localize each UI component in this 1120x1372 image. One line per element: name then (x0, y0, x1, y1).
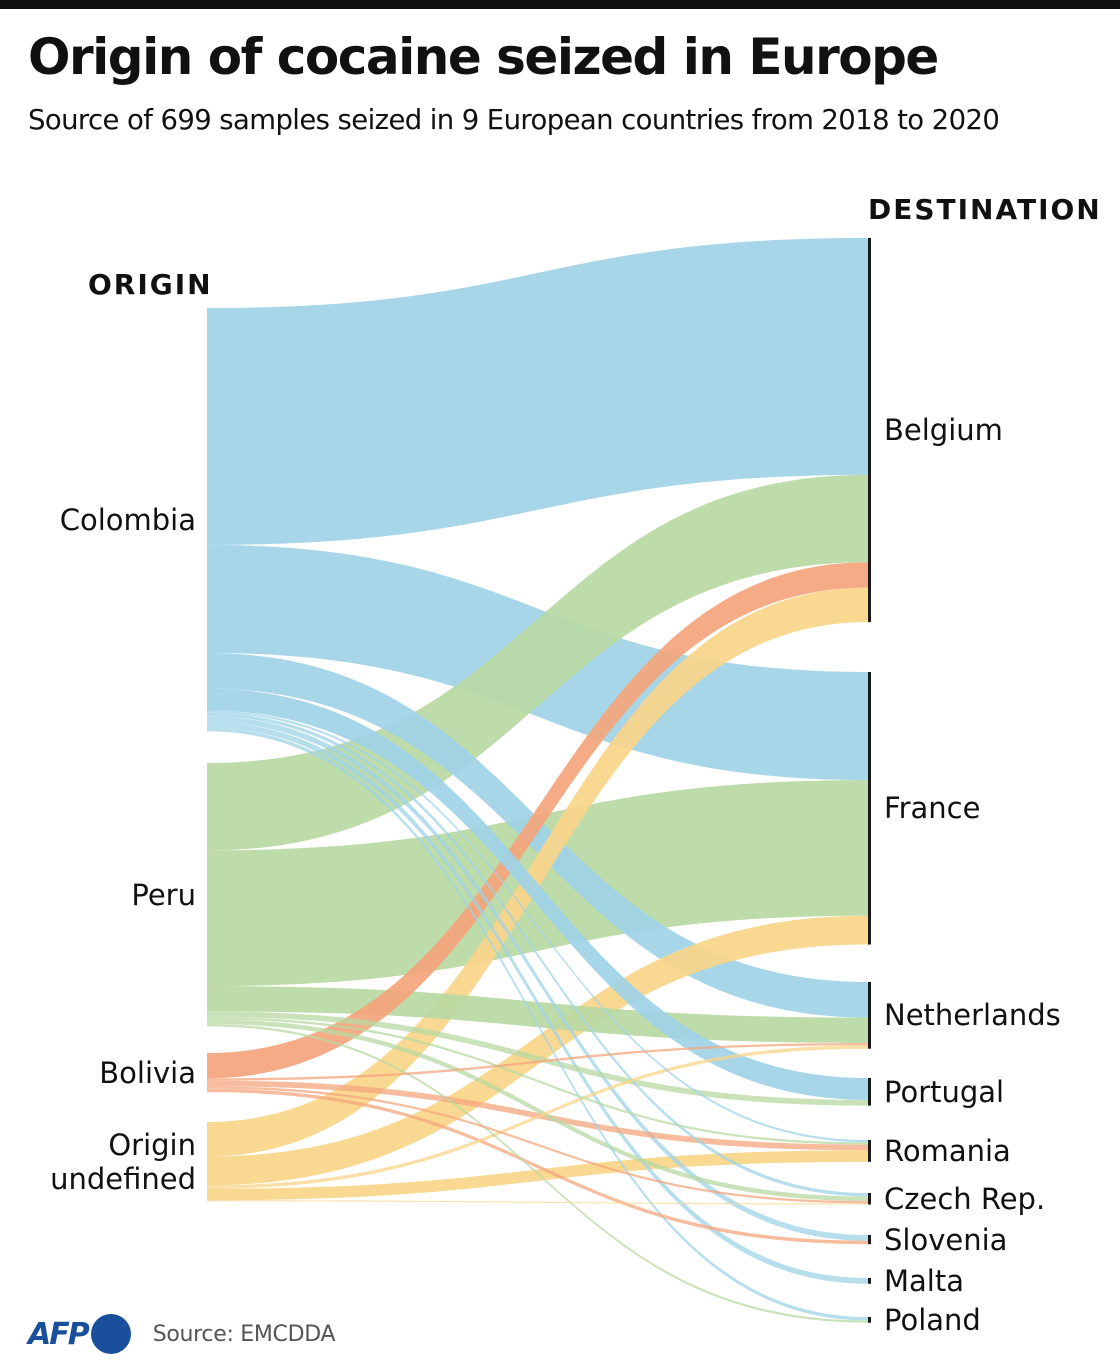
destination-label-czech-rep-: Czech Rep. (884, 1181, 1046, 1216)
flow-colombia-to-belgium (207, 238, 868, 545)
destination-label-malta: Malta (884, 1263, 964, 1298)
destination-node-france (868, 672, 871, 945)
destination-node-slovenia (868, 1235, 871, 1245)
flow-origin-undefined-to-france (207, 915, 868, 1186)
flow-bolivia-to-czech-rep- (207, 1086, 868, 1204)
top-rule (0, 0, 1120, 9)
origin-label-peru: Peru (131, 878, 196, 912)
destination-node-portugal (868, 1078, 871, 1106)
flow-peru-to-romania (207, 1017, 868, 1145)
flow-origin-undefined-to-netherlands (207, 1045, 868, 1189)
flow-peru-to-czech-rep- (207, 1019, 868, 1202)
destination-label-poland: Poland (884, 1302, 981, 1337)
destination-label-netherlands: Netherlands (884, 998, 1061, 1033)
flow-colombia-to-malta (207, 722, 868, 1284)
origin-label-line: Peru (131, 877, 196, 912)
destination-node-malta (868, 1278, 871, 1284)
flow-colombia-to-portugal (207, 688, 868, 1100)
origin-label-colombia: Colombia (60, 503, 196, 537)
origin-label-origin-undefined: Origin undefined (50, 1128, 196, 1196)
flow-colombia-to-netherlands (207, 653, 868, 1018)
destination-node-belgium (868, 238, 871, 623)
flow-colombia-to-slovenia (207, 716, 868, 1241)
destination-node-poland (868, 1317, 871, 1323)
afp-logo-dot-icon (90, 1314, 131, 1354)
destination-column-heading: DESTINATION (868, 193, 1102, 226)
chart-title: Origin of cocaine seized in Europe (28, 28, 939, 86)
flow-peru-to-poland (207, 1024, 868, 1323)
origin-label-line: Origin (108, 1127, 196, 1162)
flow-bolivia-to-netherlands (207, 1042, 868, 1081)
footer: AFP Source: EMCDDA (28, 1310, 336, 1358)
destination-label-romania: Romania (884, 1133, 1011, 1168)
source-note: Source: EMCDDA (152, 1321, 336, 1347)
destination-label-portugal: Portugal (884, 1074, 1005, 1109)
origin-label-line: undefined (50, 1161, 196, 1196)
destination-node-romania (868, 1140, 871, 1162)
origin-label-bolivia: Bolivia (99, 1056, 196, 1090)
flow-peru-to-netherlands (207, 986, 868, 1043)
chart-subtitle: Source of 699 samples seized in 9 Europe… (28, 104, 1000, 136)
flow-colombia-to-romania (207, 710, 868, 1143)
afp-logo: AFP (28, 1316, 90, 1352)
destination-node-netherlands (868, 982, 871, 1049)
origin-label-line: Colombia (59, 502, 196, 537)
flow-bolivia-to-slovenia (207, 1088, 868, 1245)
flow-origin-undefined-to-belgium (207, 587, 868, 1157)
flow-peru-to-portugal (207, 1011, 868, 1106)
destination-label-slovenia: Slovenia (884, 1222, 1008, 1257)
origin-column-heading: ORIGIN (88, 268, 213, 301)
origin-label-line: Bolivia (99, 1055, 196, 1090)
destination-label-belgium: Belgium (884, 413, 1003, 448)
flow-colombia-to-czech-rep- (207, 712, 868, 1197)
flow-origin-undefined-to-czech-rep- (207, 1200, 868, 1205)
flow-origin-undefined-to-romania (207, 1150, 868, 1201)
destination-node-czech-rep- (868, 1193, 871, 1205)
flow-colombia-to-poland (207, 727, 868, 1321)
destination-label-france: France (884, 791, 981, 826)
flow-bolivia-to-belgium (207, 562, 868, 1079)
